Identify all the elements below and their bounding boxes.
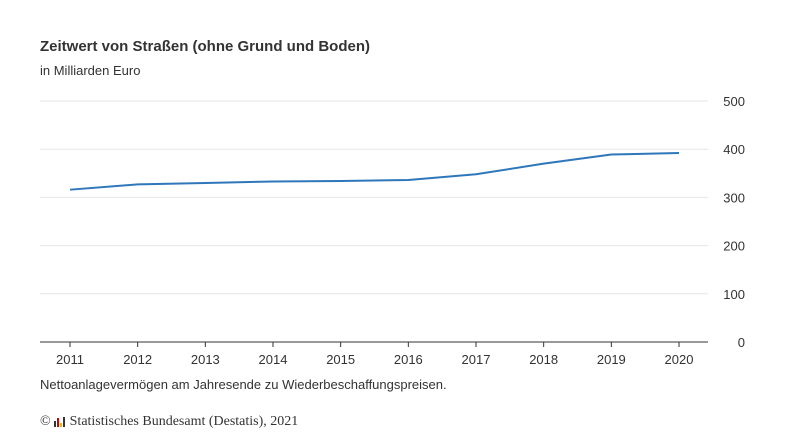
y-tick-label: 400 (723, 142, 745, 157)
y-tick-label: 200 (723, 239, 745, 254)
y-tick-label: 0 (738, 335, 745, 350)
destatis-logo-icon (53, 417, 65, 427)
x-tick-label: 2020 (665, 352, 694, 367)
series-line (69, 152, 680, 191)
chart-title: Zeitwert von Straßen (ohne Grund und Bod… (40, 38, 370, 55)
chart-subtitle: in Milliarden Euro (40, 63, 141, 78)
x-tick-label: 2014 (259, 352, 288, 367)
y-tick-label: 300 (723, 190, 745, 205)
x-tick-label: 2015 (326, 352, 355, 367)
credit-text: Statistisches Bundesamt (Destatis), 2021 (69, 414, 299, 429)
credit: © Statistisches Bundesamt (Destatis), 20… (40, 414, 298, 430)
x-tick-label: 2013 (191, 352, 220, 367)
x-tick-label: 2011 (56, 352, 84, 367)
x-tick-label: 2019 (597, 352, 626, 367)
copyright-symbol: © (40, 414, 51, 429)
y-tick-label: 500 (723, 94, 745, 109)
x-tick-label: 2012 (123, 352, 152, 367)
y-tick-label: 100 (723, 287, 745, 302)
x-tick-label: 2016 (394, 352, 423, 367)
x-tick-label: 2018 (529, 352, 558, 367)
x-tick-label: 2017 (462, 352, 491, 367)
chart-note: Nettoanlagevermögen am Jahresende zu Wie… (40, 377, 447, 392)
